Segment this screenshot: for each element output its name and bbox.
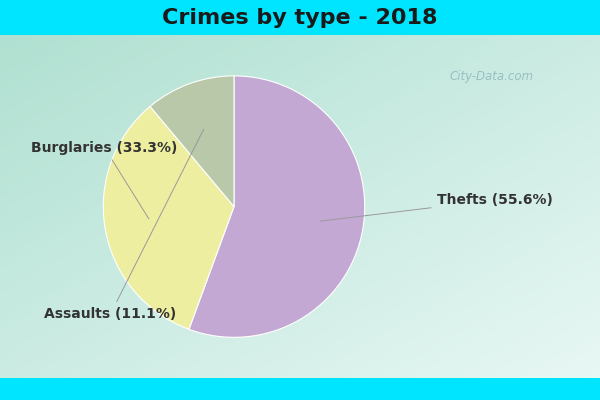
Text: Crimes by type - 2018: Crimes by type - 2018 [162,8,438,28]
Wedge shape [103,106,234,329]
Wedge shape [189,76,365,337]
Bar [0,0,600,35]
Text: Thefts (55.6%): Thefts (55.6%) [320,193,553,221]
Text: Assaults (11.1%): Assaults (11.1%) [44,129,204,321]
Wedge shape [150,76,234,207]
Text: Burglaries (33.3%): Burglaries (33.3%) [31,141,178,219]
Text: City-Data.com: City-Data.com [450,70,534,83]
Bar [0,378,600,400]
